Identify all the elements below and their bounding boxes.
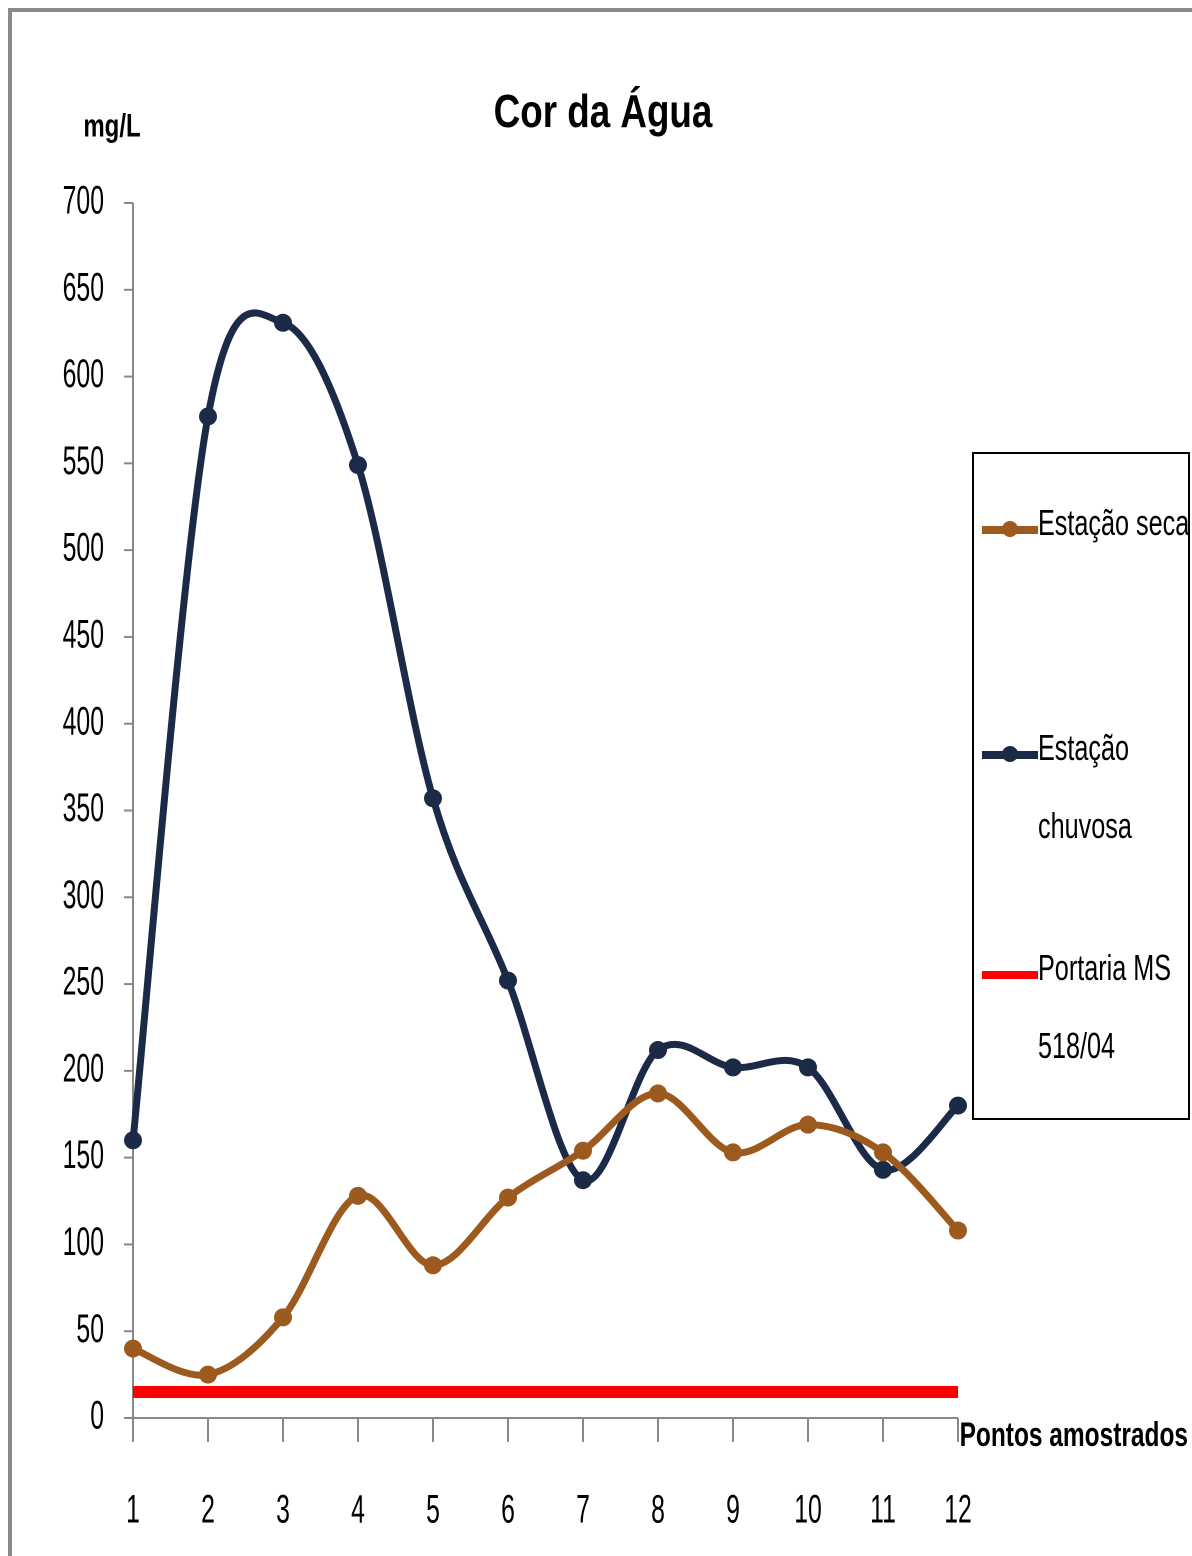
data-point <box>724 1058 742 1077</box>
legend: Estação seca Estação chuvosa Portaria MS 5… <box>972 452 1190 1120</box>
y-tick-label: 500 <box>63 526 104 570</box>
legend-marker <box>1002 746 1018 762</box>
data-point <box>349 456 367 475</box>
y-tick-label: 550 <box>63 439 104 483</box>
legend-swatch <box>982 521 1038 537</box>
data-point <box>499 1188 517 1207</box>
y-tick-label: 700 <box>63 179 104 223</box>
data-point <box>649 1041 667 1060</box>
data-point <box>724 1143 742 1162</box>
y-axis-label: mg/L <box>83 107 140 143</box>
data-point <box>499 971 517 990</box>
legend-entry: Estação seca <box>982 502 1192 562</box>
y-tick-label: 350 <box>63 786 104 830</box>
x-tick-label: 3 <box>276 1488 290 1532</box>
data-point <box>199 1365 217 1384</box>
y-tick-label: 600 <box>63 352 104 396</box>
data-point <box>199 407 217 426</box>
series-line <box>131 1089 961 1379</box>
data-point <box>649 1084 667 1103</box>
y-tick-label: 150 <box>63 1133 104 1177</box>
x-tick-label: 9 <box>726 1488 740 1532</box>
x-tick-label: 12 <box>944 1488 972 1532</box>
legend-entry: Portaria MS 518/04 <box>982 947 1192 1085</box>
legend-marker <box>1002 521 1018 537</box>
data-point <box>874 1143 892 1162</box>
x-tick-label: 7 <box>576 1488 590 1532</box>
chart-title: Cor da Água <box>494 85 713 137</box>
data-point <box>874 1160 892 1179</box>
data-point <box>799 1115 817 1134</box>
frame <box>8 8 1192 1556</box>
y-tick-label: 650 <box>63 265 104 309</box>
x-tick-label: 6 <box>501 1488 515 1532</box>
legend-entry: Estação chuvosa <box>982 727 1192 865</box>
x-tick-label: 5 <box>426 1488 440 1532</box>
data-point <box>424 1256 442 1275</box>
x-tick-label: 10 <box>794 1488 822 1532</box>
data-point <box>274 313 292 332</box>
data-point <box>799 1058 817 1077</box>
data-point <box>424 789 442 808</box>
data-point <box>349 1186 367 1205</box>
y-tick-label: 450 <box>63 613 104 657</box>
data-point <box>574 1171 592 1190</box>
legend-swatch <box>982 971 1038 979</box>
data-point <box>274 1308 292 1327</box>
x-tick-label: 8 <box>651 1488 665 1532</box>
y-tick-label: 50 <box>76 1307 104 1351</box>
x-axis-label: Pontos amostrados <box>960 1416 1188 1454</box>
x-tick-label: 11 <box>870 1488 896 1532</box>
y-tick-label: 200 <box>63 1047 104 1091</box>
x-tick-label: 1 <box>126 1488 140 1532</box>
y-tick-label: 250 <box>63 960 104 1004</box>
legend-swatch <box>982 746 1038 762</box>
data-point <box>574 1141 592 1160</box>
y-tick-label: 400 <box>63 699 104 743</box>
x-tick-label: 2 <box>201 1488 215 1532</box>
series-line <box>129 309 961 1185</box>
legend-label: Portaria MS 518/04 <box>1038 947 1172 1066</box>
data-point <box>949 1096 967 1115</box>
data-point <box>124 1131 142 1150</box>
x-tick-label: 4 <box>351 1488 365 1532</box>
legend-label: Estação chuvosa <box>1038 727 1132 846</box>
data-point <box>124 1339 142 1358</box>
legend-label: Estação seca <box>1038 502 1190 543</box>
y-tick-label: 0 <box>90 1394 104 1438</box>
y-tick-label: 100 <box>63 1220 104 1264</box>
data-point <box>949 1221 967 1240</box>
y-tick-label: 300 <box>63 873 104 917</box>
